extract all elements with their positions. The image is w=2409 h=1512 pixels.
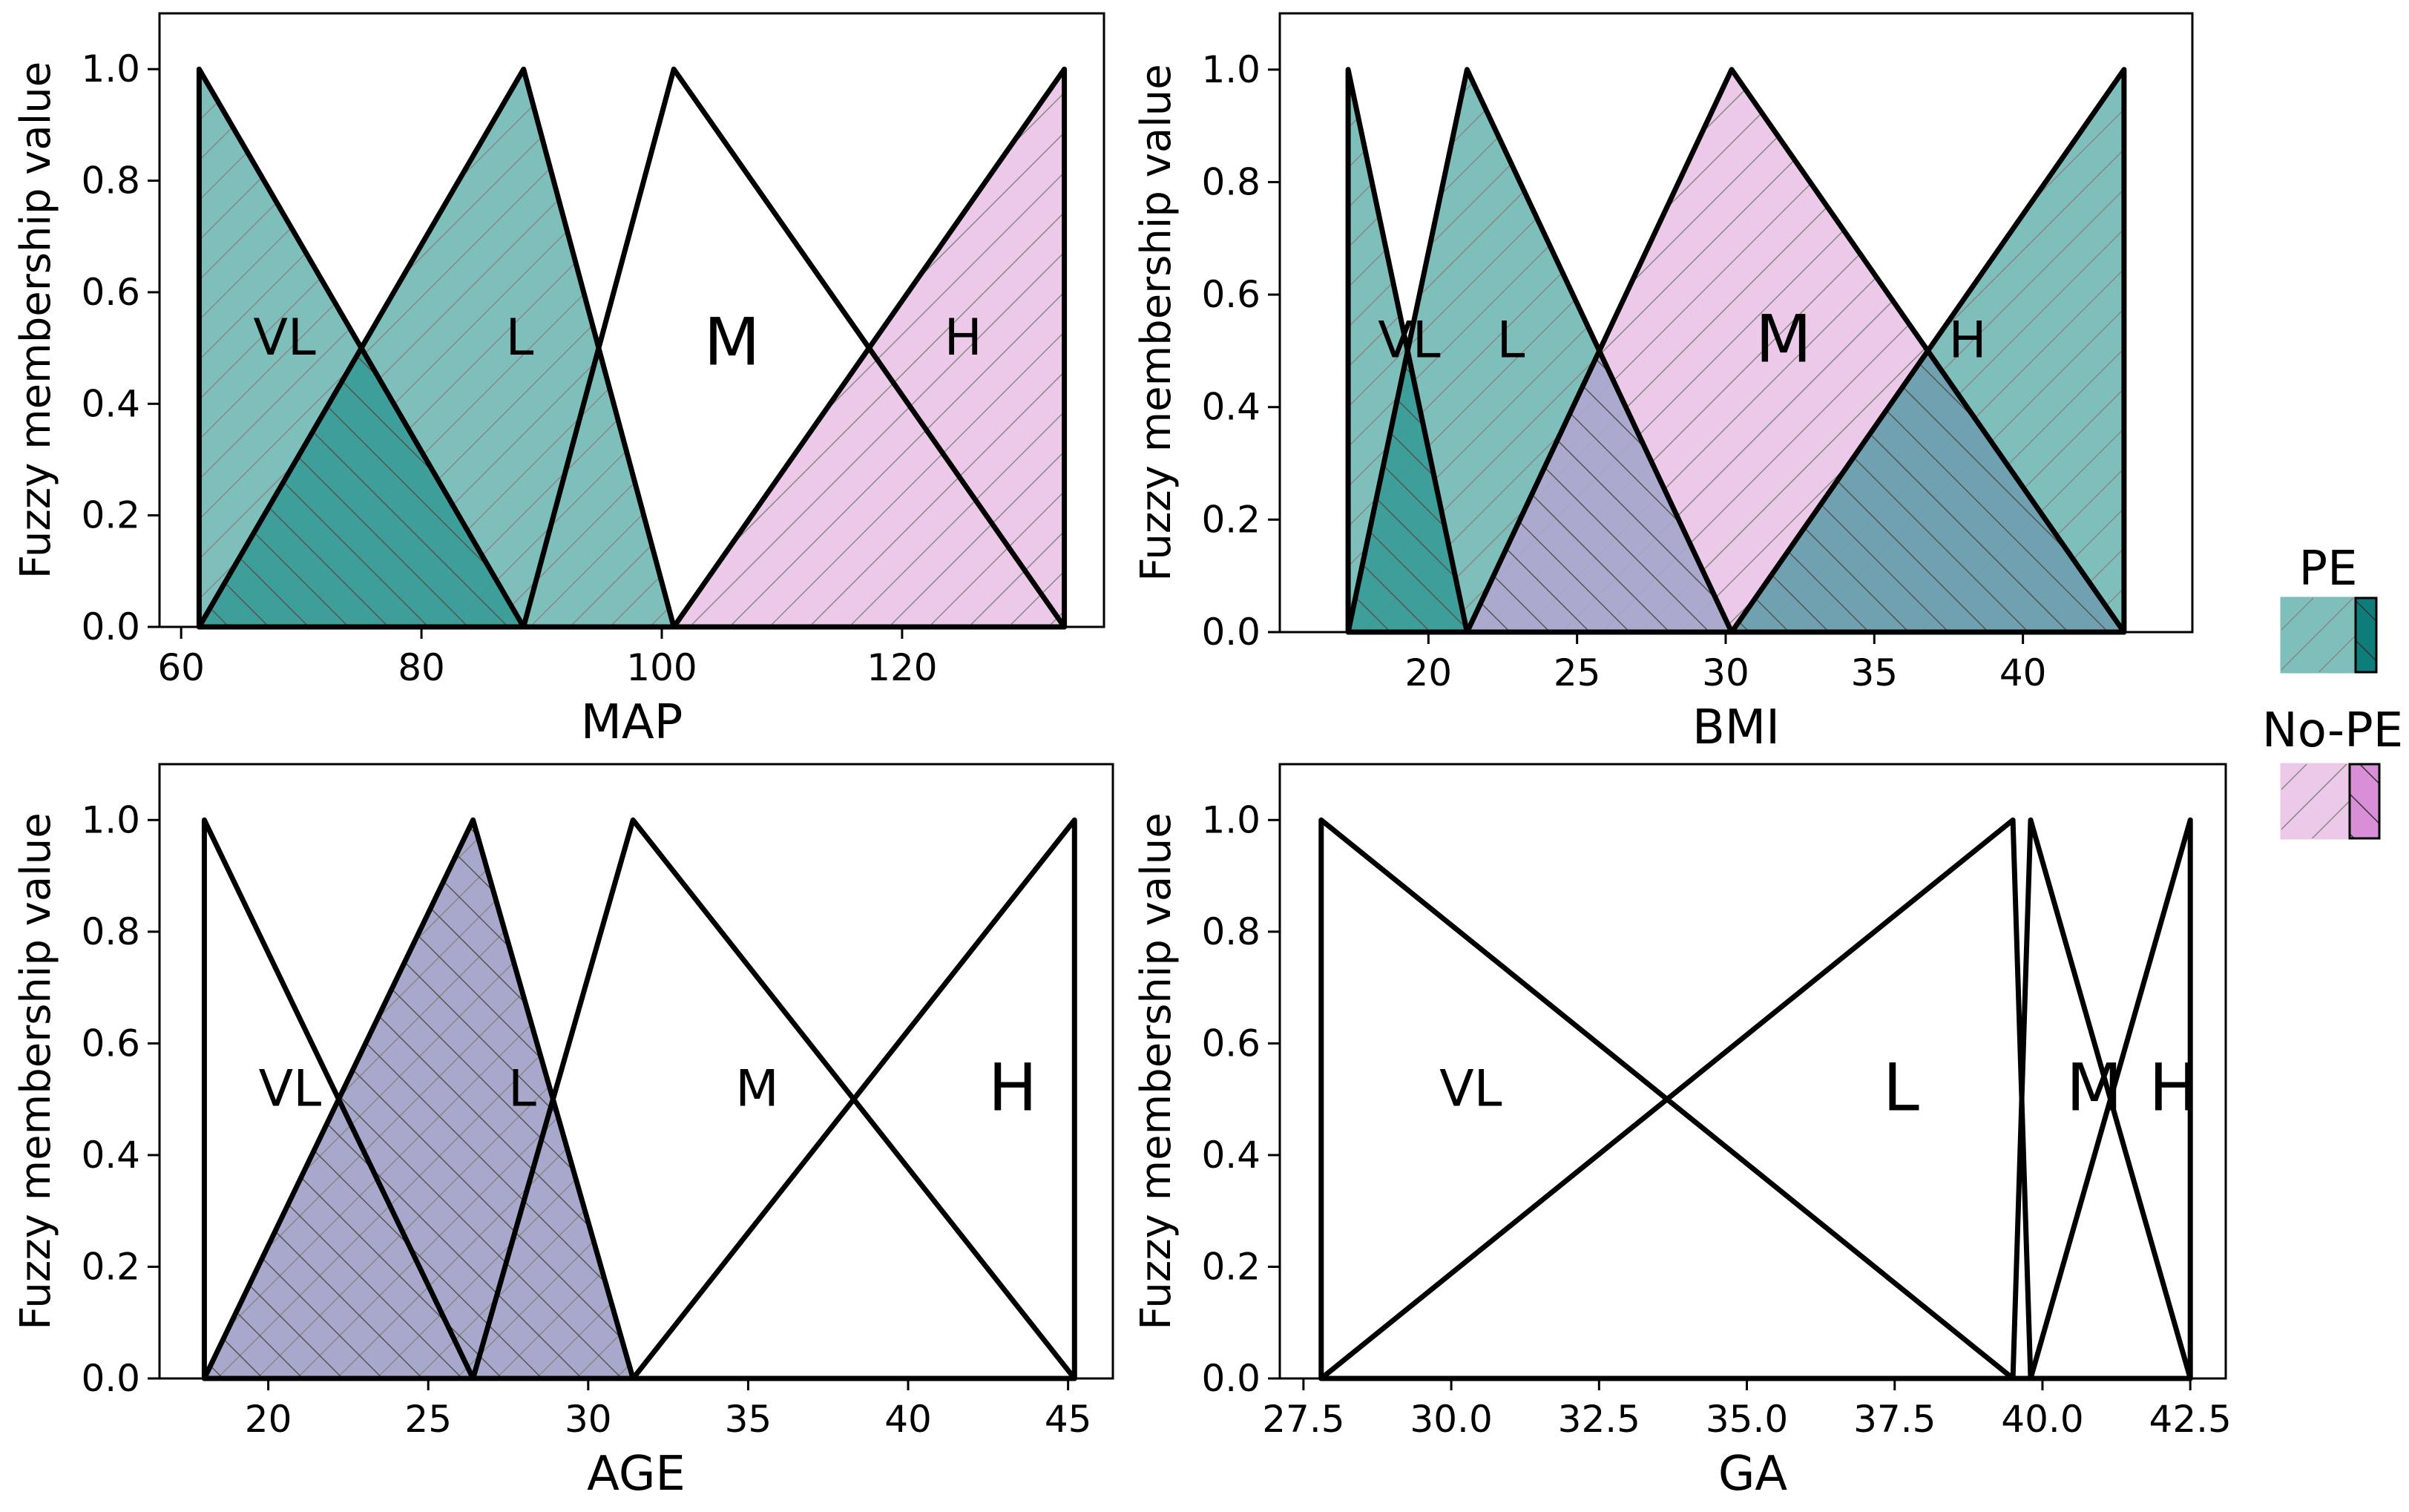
x-tick-label-2: 30 [1702, 651, 1749, 694]
set-label-m: M [2066, 1050, 2123, 1126]
y-tick-label-5: 1.0 [1201, 48, 1261, 91]
overlap-hatch-0 [1348, 350, 1468, 632]
y-tick-label-1: 0.2 [81, 1245, 140, 1288]
x-tick-label-2: 100 [626, 646, 697, 689]
x-axis-label: MAP [581, 695, 683, 750]
y-tick-label-5: 1.0 [81, 798, 140, 841]
set-backhatch-l [204, 820, 634, 1378]
overlap-hatch-0 [199, 348, 524, 627]
y-tick-label-1: 0.2 [1201, 1245, 1261, 1288]
x-tick-label-3: 35 [725, 1398, 772, 1441]
axes-frame [1278, 12, 2194, 634]
y-axis-label: Fuzzy membership value [1132, 64, 1180, 581]
x-tick-label-0: 27.5 [1262, 1398, 1344, 1441]
set-label-h: H [2149, 1050, 2198, 1126]
y-tick-label-3: 0.6 [1201, 273, 1261, 316]
y-tick-label-2: 0.4 [1201, 386, 1261, 429]
legend-swatch-pe-dark-hatch [2356, 598, 2376, 672]
y-tick-label-4: 0.8 [1201, 160, 1261, 203]
y-tick-label-3: 0.6 [1201, 1022, 1261, 1065]
y-tick-label-4: 0.8 [1201, 910, 1261, 953]
y-tick-label-4: 0.8 [81, 910, 140, 953]
y-tick-label-2: 0.4 [81, 382, 140, 425]
x-tick-label-2: 32.5 [1558, 1398, 1640, 1441]
map-panel: VL L M H 0.0 0.2 0.4 0.6 0.8 1.0 60 80 100 120 MAP Fuzz… [12, 12, 1105, 750]
x-tick-label-1: 25 [1554, 651, 1601, 694]
axes-frame [158, 763, 1114, 1380]
legend: PE No-PE [2262, 542, 2403, 840]
y-tick-label-3: 0.6 [81, 271, 140, 314]
axes-frame [1278, 763, 2227, 1380]
set-label-m: M [704, 304, 760, 381]
legend-swatch-nope-dark-hatch [2350, 764, 2379, 838]
y-tick-label-4: 0.8 [81, 160, 140, 203]
y-tick-label-0: 0.0 [81, 605, 140, 648]
x-axis-label: GA [1718, 1447, 1788, 1502]
y-tick-label-0: 0.0 [1201, 1357, 1261, 1400]
x-tick-label-1: 25 [404, 1398, 452, 1441]
overlap-hatch-2 [1732, 350, 2124, 632]
x-tick-label-0: 20 [1405, 651, 1453, 694]
y-tick-label-1: 0.2 [1201, 498, 1261, 541]
x-tick-label-3: 120 [867, 646, 937, 689]
y-tick-label-0: 0.0 [81, 1357, 140, 1400]
ga-panel: VL L M H 0.0 0.2 0.4 0.6 0.8 1.0 27.5 30.0 32.5 35.0 3… [1132, 763, 2232, 1502]
bmi-panel: VL L M H 0.0 0.2 0.4 0.6 0.8 1.0 20 25 30 35 40 BMI Fuzz… [1132, 12, 2194, 755]
x-tick-label-6: 42.5 [2149, 1398, 2232, 1441]
set-label-h: H [1948, 312, 1986, 370]
x-tick-label-3: 35.0 [1706, 1398, 1788, 1441]
y-tick-label-2: 0.4 [81, 1134, 140, 1177]
legend-swatch-pe-dark-border [2354, 596, 2378, 674]
overlap-hatch-1 [1467, 350, 1732, 632]
set-label-l: L [505, 309, 533, 367]
x-tick-label-0: 20 [245, 1398, 292, 1441]
y-axis-label: Fuzzy membership value [1132, 812, 1180, 1329]
axes-frame [158, 12, 1105, 628]
set-label-h: H [988, 1050, 1037, 1126]
set-label-l: L [1883, 1050, 1919, 1126]
y-tick-label-1: 0.2 [81, 494, 140, 537]
y-tick-label-0: 0.0 [1201, 611, 1261, 654]
legend-swatch-pe [2280, 596, 2378, 674]
y-tick-label-5: 1.0 [1201, 798, 1261, 841]
set-label-l: L [1496, 312, 1525, 370]
legend-swatch-pe-light-hatch [2281, 598, 2356, 672]
x-tick-label-1: 30.0 [1410, 1398, 1492, 1441]
legend-label-nope: No-PE [2262, 703, 2403, 758]
set-label-vl: VL [253, 309, 316, 367]
x-tick-label-4: 40 [884, 1398, 932, 1441]
y-tick-label-3: 0.6 [81, 1022, 140, 1065]
x-tick-label-5: 45 [1045, 1398, 1092, 1441]
set-label-l: L [508, 1060, 536, 1119]
set-label-h: H [944, 309, 982, 367]
y-tick-label-5: 1.0 [81, 47, 140, 91]
x-tick-label-4: 37.5 [1853, 1398, 1936, 1441]
x-axis-label: AGE [587, 1447, 686, 1502]
y-axis-label: Fuzzy membership value [12, 812, 60, 1329]
set-label-m: M [735, 1060, 779, 1119]
x-tick-label-4: 40 [1999, 651, 2047, 694]
set-label-vl: VL [1378, 312, 1441, 370]
y-tick-label-2: 0.4 [1201, 1134, 1261, 1177]
x-axis-label: BMI [1692, 700, 1780, 755]
legend-label-pe: PE [2298, 542, 2357, 596]
x-tick-label-2: 30 [565, 1398, 612, 1441]
legend-swatch-nope-dark-border [2348, 763, 2381, 840]
x-tick-label-5: 40.0 [2001, 1398, 2083, 1441]
x-tick-label-3: 35 [1850, 651, 1898, 694]
set-label-vl: VL [1439, 1060, 1502, 1119]
set-label-m: M [1755, 301, 1812, 378]
y-axis-label: Fuzzy membership value [12, 62, 60, 579]
set-label-vl: VL [259, 1060, 322, 1119]
chart-panels: VL L M H0.00.20.40.60.81.060 80 100 120MAPFuzz… [12, 12, 2232, 1502]
age-panel: VL L M H 0.0 0.2 0.4 0.6 0.8 1.0 20 25 30 35 40 45 AGE Fu… [12, 763, 1114, 1502]
legend-swatch-nope [2280, 763, 2381, 840]
x-tick-label-0: 60 [157, 646, 205, 689]
legend-swatch-nope-light-hatch [2281, 764, 2350, 838]
x-tick-label-1: 80 [398, 646, 445, 689]
